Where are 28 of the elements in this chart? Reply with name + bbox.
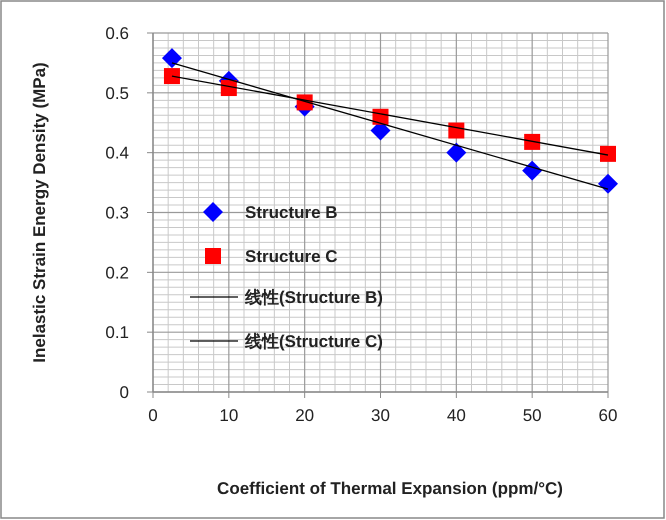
x-tick-label: 50 — [522, 406, 542, 425]
point — [164, 68, 180, 84]
y-tick-label: 0.1 — [105, 323, 129, 342]
x-tick-label: 30 — [371, 406, 390, 425]
x-axis-title: Coefficient of Thermal Expansion (ppm/°C) — [217, 479, 563, 498]
point — [524, 134, 540, 150]
x-tick-label: 20 — [295, 406, 314, 425]
x-tick-label: 60 — [598, 406, 618, 425]
point — [448, 122, 464, 139]
point — [162, 48, 182, 68]
x-tick-label: 40 — [446, 406, 466, 425]
point — [522, 160, 542, 181]
y-tick-label: 0.6 — [105, 24, 129, 43]
y-axis-title: Inelastic Strain Energy Density (MPa) — [30, 62, 49, 363]
y-tick-label: 0.2 — [105, 263, 129, 282]
point — [598, 174, 618, 194]
y-tick-label: 0.3 — [105, 204, 129, 222]
legend-label: Structure C — [245, 247, 338, 266]
x-tick-label: 0 — [148, 406, 158, 425]
legend-label: 线性(Structure B) — [244, 288, 383, 307]
x-tick-label: 10 — [219, 406, 238, 425]
y-tick-label: 0.5 — [105, 84, 129, 103]
legend-label: 线性(Structure C) — [244, 332, 383, 351]
y-tick-label: 0 — [120, 383, 129, 402]
y-tick-label: 0.4 — [105, 144, 129, 163]
legend-label: Structure B — [245, 203, 338, 222]
point — [600, 146, 616, 162]
point — [446, 142, 466, 163]
